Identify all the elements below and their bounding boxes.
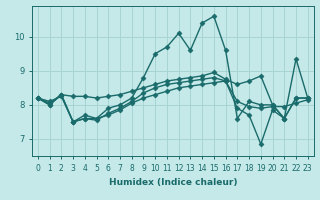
X-axis label: Humidex (Indice chaleur): Humidex (Indice chaleur): [108, 178, 237, 187]
